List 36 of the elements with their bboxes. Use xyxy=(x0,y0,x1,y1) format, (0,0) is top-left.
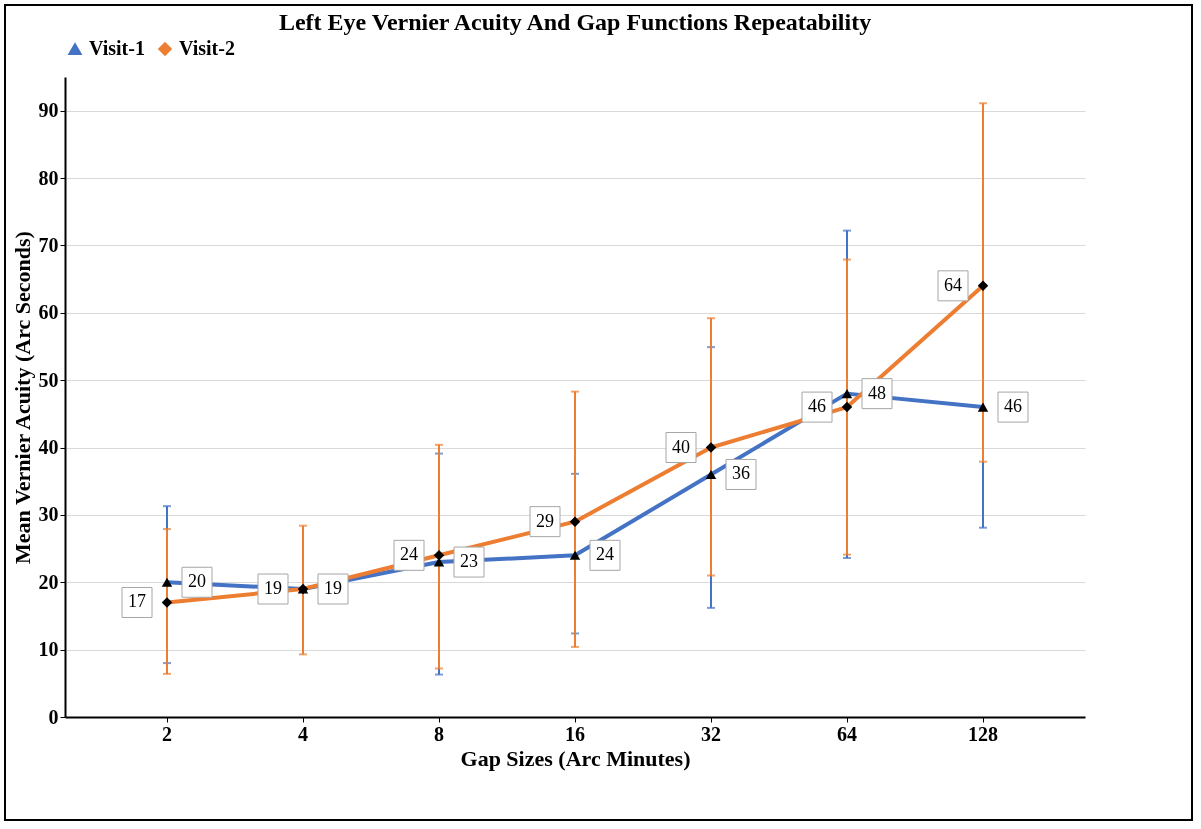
y-tick-label: 70 xyxy=(38,233,59,256)
y-tick-label: 90 xyxy=(38,99,59,122)
x-tick-label: 64 xyxy=(837,722,857,745)
x-tick-label: 16 xyxy=(565,722,585,745)
x-tick-label: 32 xyxy=(701,722,721,745)
data-label: 48 xyxy=(868,382,886,403)
y-tick-label: 20 xyxy=(38,570,59,593)
data-label: 17 xyxy=(128,591,146,612)
data-label: 23 xyxy=(460,551,478,572)
x-tick-label: 2 xyxy=(162,722,172,745)
y-axis-title: Mean Vernier Acuity (Arc Seconds) xyxy=(9,231,35,564)
data-label: 19 xyxy=(324,578,342,598)
legend-label: Visit-1 xyxy=(89,37,145,59)
y-tick-label: 40 xyxy=(38,436,59,459)
x-tick-label: 8 xyxy=(434,722,444,745)
data-label: 19 xyxy=(264,578,282,598)
data-label: 24 xyxy=(400,544,418,565)
data-label: 40 xyxy=(672,436,690,457)
y-tick-label: 50 xyxy=(38,368,59,391)
data-label: 29 xyxy=(536,510,554,531)
data-label: 46 xyxy=(1004,396,1022,417)
y-tick-label: 80 xyxy=(38,166,59,189)
y-tick-label: 0 xyxy=(48,705,59,728)
y-tick-label: 10 xyxy=(38,638,59,661)
data-label: 24 xyxy=(596,544,614,565)
data-label: 20 xyxy=(188,571,206,592)
data-label: 64 xyxy=(944,274,962,295)
legend-label: Visit-2 xyxy=(179,37,235,59)
x-tick-label: 128 xyxy=(968,722,998,745)
data-label: 36 xyxy=(732,463,750,484)
data-label: 46 xyxy=(808,396,826,417)
x-axis-title: Gap Sizes (Arc Minutes) xyxy=(460,745,691,771)
y-tick-label: 30 xyxy=(38,503,59,526)
y-tick-label: 60 xyxy=(38,301,59,324)
chart-title: Left Eye Vernier Acuity And Gap Functions Repeatability xyxy=(278,9,872,35)
x-tick-label: 4 xyxy=(298,722,308,745)
